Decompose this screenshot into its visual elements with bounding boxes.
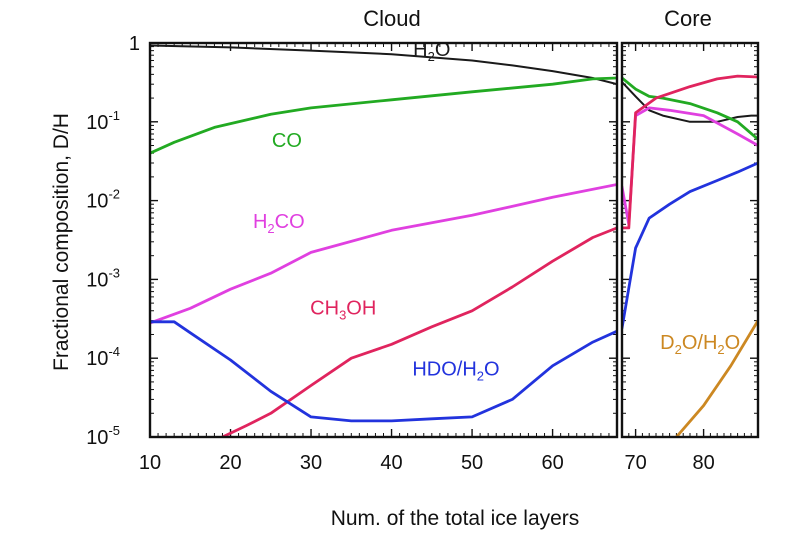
series-label-co: CO xyxy=(272,130,302,152)
series-line-h2co xyxy=(622,106,758,226)
panel-title-cloud: Cloud xyxy=(363,6,420,31)
x-tick-label: 80 xyxy=(692,452,714,474)
y-tick-label: 10-1 xyxy=(86,108,120,134)
y-axis-label: Fractional composition, D/H xyxy=(50,113,73,371)
x-tick-label: 30 xyxy=(300,452,322,474)
series-line-h2o xyxy=(622,81,758,123)
series-line-d2o-h2o xyxy=(675,319,758,437)
plot-frame xyxy=(620,41,760,439)
x-tick-label: 50 xyxy=(461,452,483,474)
x-tick-label: 10 xyxy=(139,452,161,474)
series-group xyxy=(150,44,617,437)
x-tick-label: 40 xyxy=(380,452,402,474)
series-line-hdo-h2o xyxy=(150,320,617,423)
series-line-ch3oh xyxy=(221,226,617,437)
series-label-d2o-h2o: D2O/H2O xyxy=(660,332,740,357)
y-tick-label: 10-5 xyxy=(86,423,120,449)
x-tick-label: 70 xyxy=(624,452,646,474)
x-axis-label: Num. of the total ice layers xyxy=(331,507,580,530)
series-line-h2o xyxy=(150,44,617,86)
series-group xyxy=(622,74,758,437)
series-label-h2co: H2CO xyxy=(253,211,305,236)
panel-cloud: 10 20 30 40 50 60 H2O CO H2CO CH3OH HDO/H2O 1 10-1 10… xyxy=(86,33,619,474)
series-label-h2o: H2O xyxy=(413,39,450,64)
series-line-co xyxy=(150,76,617,155)
x-tick-label: 20 xyxy=(219,452,241,474)
panel-core: 70 80 D2O/H2O xyxy=(620,41,760,474)
x-tick-label: 60 xyxy=(541,452,563,474)
series-line-hdo-h2o xyxy=(622,161,758,330)
series-line-ch3oh xyxy=(622,74,758,230)
y-tick-label: 10-4 xyxy=(86,344,120,370)
series-label-ch3oh: CH3OH xyxy=(310,297,376,322)
panel-title-core: Core xyxy=(664,6,712,31)
y-tick-label: 10-2 xyxy=(86,187,120,213)
series-line-co xyxy=(622,76,758,141)
y-tick-label: 1 xyxy=(129,33,140,55)
y-tick-label: 10-3 xyxy=(86,265,120,291)
series-label-hdo-h2o: HDO/H2O xyxy=(412,359,499,384)
series-line-h2co xyxy=(150,183,617,325)
plot-frame xyxy=(148,41,619,439)
